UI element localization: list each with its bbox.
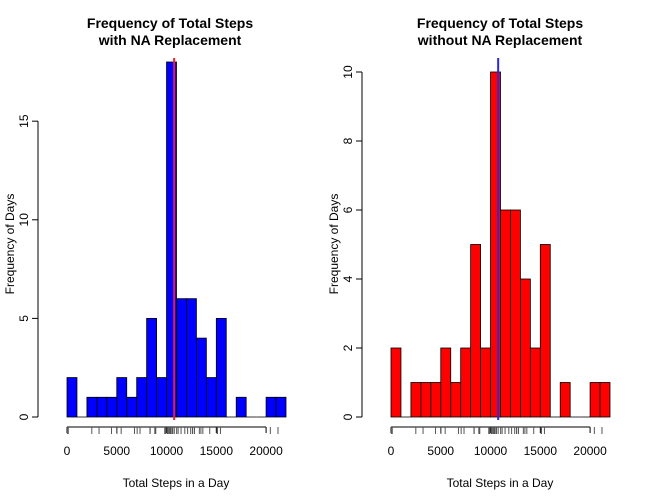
histogram-bar xyxy=(410,382,422,418)
histogram-bar xyxy=(420,382,432,418)
x-tick-label: 5000 xyxy=(103,444,130,458)
x-tick-label: 0 xyxy=(64,444,71,458)
histogram-bar xyxy=(480,347,491,418)
histogram-bar xyxy=(86,396,98,418)
chart-title-line2: without NA Replacement xyxy=(417,32,583,48)
histogram-without-na-replacement: Frequency of Total Steps without NA Repl… xyxy=(327,15,611,490)
chart-title-line1: Frequency of Total Steps xyxy=(417,15,583,31)
histogram-bar xyxy=(176,298,187,418)
histogram-bar xyxy=(529,347,541,418)
chart-title-line1: Frequency of Total Steps xyxy=(87,15,253,31)
histogram-bar xyxy=(440,347,452,418)
x-tick-label: 0 xyxy=(388,444,395,458)
histogram-bar xyxy=(430,382,442,418)
histogram-bar xyxy=(96,396,108,418)
histogram-bar xyxy=(235,396,247,418)
y-tick-label: 10 xyxy=(341,65,355,79)
y-tick-label: 0 xyxy=(341,413,355,420)
histogram-bar xyxy=(106,396,118,418)
histogram-bar xyxy=(539,244,551,418)
histogram-bar xyxy=(520,278,531,418)
histogram-bar xyxy=(136,377,148,418)
histogram-bar xyxy=(166,61,177,418)
y-tick-label: 15 xyxy=(17,114,31,128)
histogram-bar xyxy=(559,382,571,418)
histogram-bar xyxy=(116,377,128,418)
histogram-bar xyxy=(215,317,227,418)
y-axis-label: Frequency of Days xyxy=(327,194,341,295)
y-tick-label: 5 xyxy=(17,315,31,322)
x-axis-label: Total Steps in a Day xyxy=(447,476,554,490)
x-tick-label: 15000 xyxy=(524,444,558,458)
y-tick-label: 4 xyxy=(341,275,355,282)
histogram-bar xyxy=(589,382,601,418)
x-tick-label: 15000 xyxy=(200,444,234,458)
chart-title-line2: with NA Replacement xyxy=(98,32,242,48)
histogram-bar xyxy=(126,396,138,418)
histogram-bar xyxy=(599,382,611,418)
y-tick-label: 2 xyxy=(341,344,355,351)
histogram-bar xyxy=(450,382,462,418)
histogram-bar xyxy=(205,377,217,418)
histogram-bar xyxy=(470,244,481,418)
y-axis-label: Frequency of Days xyxy=(3,194,17,295)
y-tick-label: 10 xyxy=(17,213,31,227)
x-tick-label: 10000 xyxy=(474,444,508,458)
histogram-bar xyxy=(390,347,402,418)
histogram-with-na-replacement: Frequency of Total Steps with NA Replace… xyxy=(3,15,287,490)
x-tick-label: 20000 xyxy=(573,444,607,458)
y-tick-label: 0 xyxy=(17,413,31,420)
histogram-bar xyxy=(156,377,167,418)
histogram-bar xyxy=(196,337,207,418)
y-tick-label: 8 xyxy=(341,137,355,144)
x-tick-label: 10000 xyxy=(150,444,184,458)
histogram-bar xyxy=(510,209,521,418)
histogram-bar xyxy=(146,317,157,418)
x-axis-label: Total Steps in a Day xyxy=(123,476,230,490)
x-tick-label: 5000 xyxy=(427,444,454,458)
histogram-bar xyxy=(265,396,277,418)
y-tick-label: 6 xyxy=(341,206,355,213)
histogram-bar xyxy=(460,347,472,418)
x-tick-label: 20000 xyxy=(249,444,283,458)
histogram-bar xyxy=(186,298,197,418)
histogram-bar xyxy=(275,396,287,418)
histogram-bar xyxy=(66,377,78,418)
histogram-bar xyxy=(500,209,511,418)
